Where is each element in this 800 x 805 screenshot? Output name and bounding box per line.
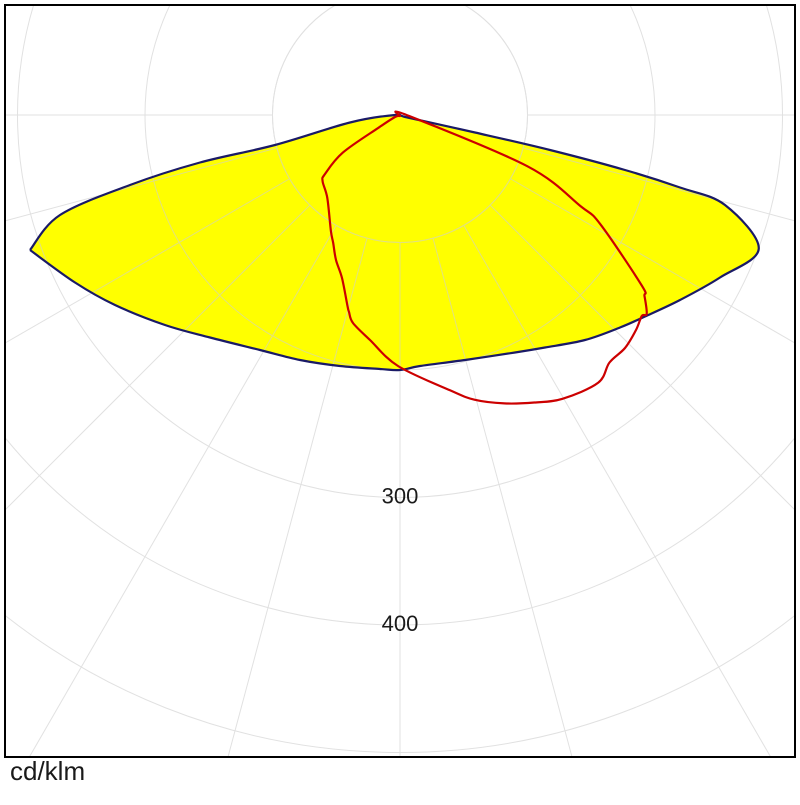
svg-text:400: 400 xyxy=(382,611,419,636)
svg-text:300: 300 xyxy=(382,483,419,508)
svg-text:cd/klm: cd/klm xyxy=(10,756,85,786)
